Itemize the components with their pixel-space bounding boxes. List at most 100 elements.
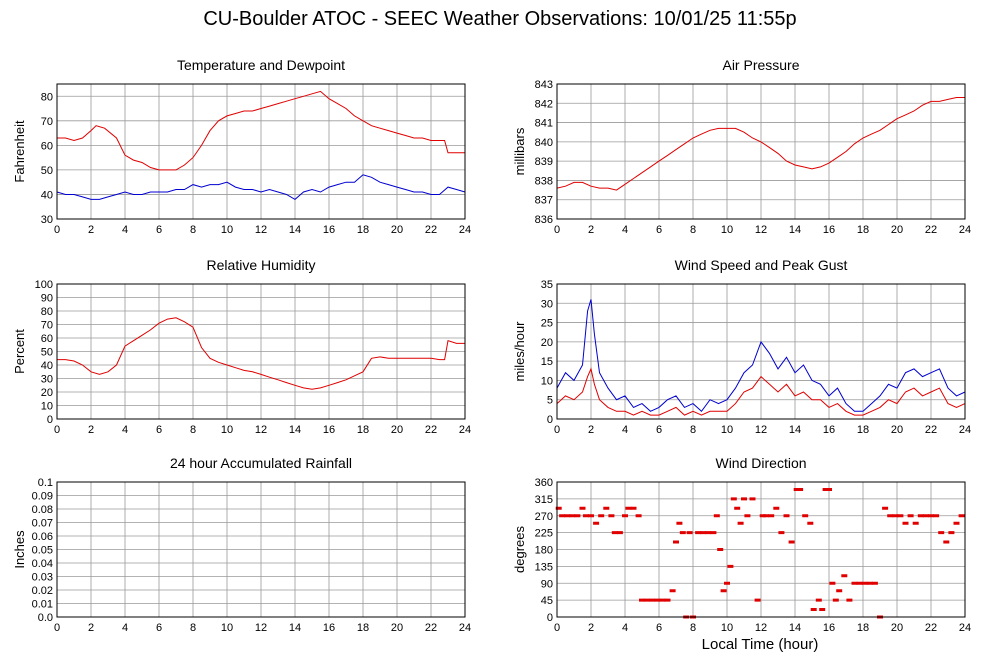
y-axis-label: degrees xyxy=(512,526,527,573)
y-tick-label: 10 xyxy=(41,401,53,413)
x-tick-label: 10 xyxy=(221,224,233,236)
data-point xyxy=(737,521,744,525)
chart-title: Wind Speed and Peak Gust xyxy=(675,257,848,273)
data-point xyxy=(695,531,702,535)
data-point xyxy=(724,581,730,585)
data-point xyxy=(810,608,817,611)
x-tick-label: 24 xyxy=(959,424,971,436)
data-point xyxy=(588,514,594,518)
x-tick-label: 6 xyxy=(156,622,162,634)
x-tick-label: 4 xyxy=(122,622,128,634)
x-tick-label: 4 xyxy=(122,224,128,236)
data-point xyxy=(917,514,924,518)
y-tick-label: 100 xyxy=(35,279,53,291)
x-tick-label: 4 xyxy=(622,622,628,634)
series-points xyxy=(555,488,965,619)
data-point xyxy=(829,581,836,585)
data-point xyxy=(953,521,960,525)
y-tick-label: 50 xyxy=(41,165,53,177)
data-point xyxy=(559,514,566,518)
data-point xyxy=(851,581,858,585)
x-tick-label: 0 xyxy=(54,622,60,634)
x-tick-label: 6 xyxy=(156,224,162,236)
x-tick-label: 8 xyxy=(190,424,196,436)
x-tick-label: 22 xyxy=(425,622,437,634)
y-tick-label: 315 xyxy=(535,494,553,506)
y-tick-label: 10 xyxy=(541,375,553,387)
y-tick-label: 15 xyxy=(541,356,553,368)
data-point xyxy=(713,514,720,518)
y-tick-label: 40 xyxy=(41,360,53,372)
x-tick-label: 6 xyxy=(656,424,662,436)
y-tick-label: 80 xyxy=(41,306,53,318)
y-tick-label: 20 xyxy=(541,337,553,349)
data-point xyxy=(846,598,853,602)
data-point xyxy=(788,540,795,544)
data-point xyxy=(882,506,889,510)
y-tick-label: 35 xyxy=(541,279,553,291)
y-tick-label: 60 xyxy=(41,333,53,345)
y-tick-label: 270 xyxy=(535,511,553,523)
x-tick-label: 22 xyxy=(925,224,937,236)
plot-frame xyxy=(56,283,466,420)
x-tick-label: 8 xyxy=(690,622,696,634)
data-point xyxy=(625,506,632,510)
x-tick-label: 18 xyxy=(357,622,369,634)
data-point xyxy=(797,488,804,491)
y-tick-label: 0 xyxy=(547,414,553,426)
plot-frame xyxy=(56,83,466,220)
data-point xyxy=(616,531,623,535)
x-tick-label: 18 xyxy=(857,224,869,236)
x-tick-label: 18 xyxy=(857,424,869,436)
y-tick-label: 60 xyxy=(41,140,53,152)
y-tick-label: 838 xyxy=(535,175,553,187)
y-tick-label: 90 xyxy=(541,578,553,590)
data-point xyxy=(639,598,645,602)
y-tick-label: 70 xyxy=(41,116,53,128)
x-tick-label: 16 xyxy=(323,622,335,634)
chart-title: Air Pressure xyxy=(722,57,799,73)
page-title: CU-Boulder ATOC - SEEC Weather Observati… xyxy=(203,8,797,30)
data-point xyxy=(763,514,770,518)
data-point xyxy=(582,514,589,518)
x-tick-label: 22 xyxy=(925,424,937,436)
x-tick-label: 0 xyxy=(54,424,60,436)
y-tick-label: 837 xyxy=(535,195,553,207)
y-tick-label: 841 xyxy=(535,118,553,130)
data-point xyxy=(710,531,717,535)
y-axis-label: Fahrenheit xyxy=(12,120,27,183)
y-tick-label: 0.06 xyxy=(32,531,53,543)
x-tick-label: 4 xyxy=(122,424,128,436)
x-tick-label: 14 xyxy=(289,424,301,436)
y-axis-label: Inches xyxy=(12,530,27,569)
x-tick-label: 24 xyxy=(959,224,971,236)
data-point xyxy=(958,514,965,518)
data-point xyxy=(603,506,610,510)
data-point xyxy=(773,506,780,510)
x-tick-label: 0 xyxy=(554,424,560,436)
data-point xyxy=(720,589,727,593)
x-tick-label: 0 xyxy=(554,224,560,236)
data-point xyxy=(676,521,683,525)
series-line xyxy=(57,317,465,390)
data-point xyxy=(902,521,909,525)
x-tick-label: 4 xyxy=(622,224,628,236)
data-point xyxy=(922,514,929,518)
data-point xyxy=(826,488,832,491)
data-point xyxy=(555,506,562,510)
x-tick-label: 20 xyxy=(391,224,403,236)
x-tick-label: 12 xyxy=(755,622,767,634)
data-point xyxy=(856,581,863,585)
series-line xyxy=(57,90,465,171)
data-point xyxy=(622,514,628,518)
data-point xyxy=(749,497,756,501)
y-tick-label: 842 xyxy=(535,98,553,110)
data-point xyxy=(717,548,724,551)
x-tick-label: 8 xyxy=(690,424,696,436)
chart-title: Temperature and Dewpoint xyxy=(177,57,345,73)
data-point xyxy=(897,514,904,518)
x-tick-label: 16 xyxy=(823,224,835,236)
plot-frame xyxy=(556,283,966,420)
